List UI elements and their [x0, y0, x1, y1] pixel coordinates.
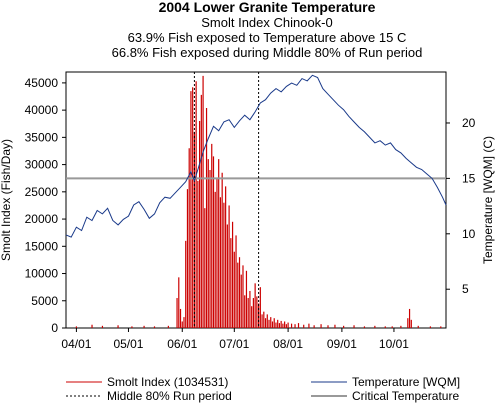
y-tick-label: 25000 [25, 185, 59, 199]
y-tick-label: 0 [51, 321, 58, 335]
y2-tick-label: 10 [462, 227, 476, 241]
y-axis-label: Smolt Index (Fish/Day) [0, 139, 13, 261]
y-tick-label: 5000 [31, 294, 58, 308]
legend: Smolt Index (1034531) Temperature [WQM] … [66, 375, 460, 403]
plot-area: 0 5000 10000 15000 20000 25000 30000 35000 40000… [25, 71, 476, 351]
y-tick-label: 40000 [25, 103, 59, 117]
x-tick-label: 05/01 [113, 337, 143, 351]
y-tick-label: 35000 [25, 130, 59, 144]
legend-label-smolt-index: Smolt Index (1034531) [107, 375, 228, 389]
y-tick-label: 15000 [25, 239, 59, 253]
y2-tick-label: 20 [462, 116, 476, 130]
y2-tick-label: 15 [462, 171, 476, 185]
temperature-line [65, 74, 447, 238]
y2-axis-label: Temperature [WQM] (C) [481, 136, 495, 264]
chart-subtitle-3: 66.8% Fish exposed during Middle 80% of … [112, 45, 423, 60]
y-tick-label: 10000 [25, 267, 59, 281]
plot-frame [65, 71, 447, 329]
legend-label-temperature: Temperature [WQM] [352, 375, 460, 389]
x-tick-label: 04/01 [61, 337, 91, 351]
x-tick-label: 08/01 [273, 337, 303, 351]
x-tick-label: 07/01 [219, 337, 249, 351]
y-tick-label: 30000 [25, 158, 59, 172]
y-tick-label: 20000 [25, 212, 59, 226]
x-tick-label: 09/01 [327, 337, 357, 351]
legend-label-critical-temperature: Critical Temperature [352, 389, 459, 403]
y2-tick-label: 5 [462, 282, 469, 296]
legend-label-run-period: Middle 80% Run period [107, 389, 232, 403]
x-tick-label: 06/01 [167, 337, 197, 351]
y-tick-label: 45000 [25, 76, 59, 90]
x-tick-label: 10/01 [379, 337, 409, 351]
chart-title: 2004 Lower Granite Temperature [159, 0, 376, 15]
chart-subtitle-1: Smolt Index Chinook-0 [201, 15, 333, 30]
chart-subtitle-2: 63.9% Fish exposed to Temperature above … [128, 30, 407, 45]
